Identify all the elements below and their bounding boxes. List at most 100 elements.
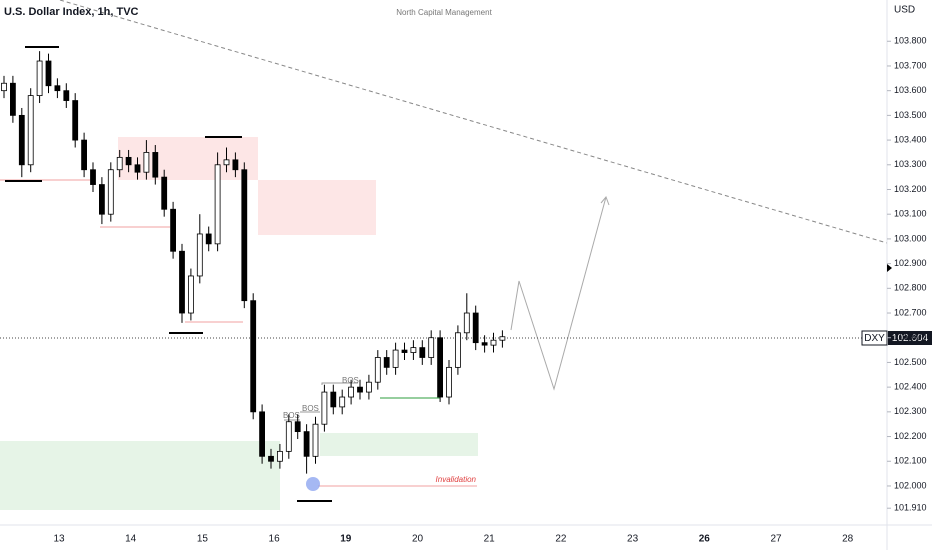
candle-body: [348, 386, 355, 398]
y-tick-label: 102.400: [894, 382, 927, 392]
x-tick-label: 13: [53, 534, 65, 545]
candle-body: [81, 139, 87, 171]
x-tick-label: 14: [125, 534, 137, 545]
y-tick-label: 103.100: [894, 209, 927, 219]
x-tick-label: 20: [412, 534, 424, 545]
candle-body: [472, 312, 479, 344]
y-tick-label: 103.300: [894, 159, 927, 169]
y-tick-label: 102.900: [894, 258, 927, 268]
supply-zone: [118, 137, 258, 180]
candle-body: [401, 349, 408, 353]
y-tick-label: 101.910: [894, 503, 927, 513]
candle-body: [268, 455, 274, 462]
y-tick-label: 102.000: [894, 480, 927, 490]
y-tick-label: 102.700: [894, 307, 927, 317]
candle-body: [72, 100, 79, 141]
candle-body: [276, 450, 283, 462]
candle-body: [143, 152, 150, 173]
candle-body: [259, 411, 266, 457]
candle-body: [196, 233, 203, 277]
supply-zone: [258, 180, 376, 235]
y-tick-label: 102.200: [894, 431, 927, 441]
candle-body: [152, 152, 159, 178]
y-tick-label: 103.700: [894, 60, 927, 70]
candle-body: [205, 233, 212, 245]
symbol-label: DXY: [864, 333, 885, 344]
candle-body: [490, 339, 497, 346]
candle-body: [392, 349, 399, 368]
candle-body: [312, 423, 319, 457]
candle-body: [463, 312, 470, 334]
candle-body: [90, 169, 96, 185]
bos-label: BOS: [342, 376, 359, 385]
x-tick-label: 15: [197, 534, 209, 545]
candle-body: [107, 169, 114, 215]
y-tick-label: 103.400: [894, 134, 927, 144]
candle-body: [241, 169, 248, 302]
candle-body: [36, 60, 43, 97]
projection: [510, 196, 607, 391]
candle-body: [1, 82, 7, 92]
price-box: [888, 331, 932, 345]
candle-body: [125, 156, 132, 166]
y-tick-label: 102.600: [894, 332, 927, 342]
invalidation-label: Invalidation: [436, 475, 477, 484]
y-tick-label: 103.800: [894, 36, 927, 46]
candle-body: [18, 114, 25, 166]
candle-body: [365, 381, 372, 393]
candle-body: [170, 208, 177, 252]
candle-body: [54, 85, 61, 92]
candle-body: [179, 250, 185, 314]
candle-body: [27, 95, 34, 166]
y-tick-label: 103.000: [894, 233, 927, 243]
y-tick-label: 102.500: [894, 357, 927, 367]
candle-body: [9, 82, 16, 116]
candle-body: [481, 342, 488, 346]
candle-body: [454, 332, 461, 368]
candle-body: [63, 90, 70, 101]
candle-body: [214, 164, 221, 245]
y-tick-label: 103.600: [894, 85, 927, 95]
demand-zone: [320, 433, 478, 456]
bos-label: BOS: [283, 411, 300, 420]
candle-body: [357, 386, 363, 393]
last-price-label: 102.604: [892, 333, 929, 344]
candle-body: [285, 421, 292, 452]
candle-body: [294, 421, 301, 433]
plot: [1, 51, 506, 474]
candle-body: [303, 431, 310, 457]
x-tick-label: 22: [555, 534, 567, 545]
candle-body: [499, 336, 506, 341]
y-tick-label: 102.300: [894, 406, 927, 416]
bos-label: BOS: [302, 404, 319, 413]
x-tick-label: 16: [269, 534, 281, 545]
x-tick-label: 28: [842, 534, 854, 545]
candle-body: [223, 159, 230, 166]
currency: USD: [894, 5, 915, 16]
candle-body: [419, 347, 426, 358]
demand-zone: [0, 441, 280, 510]
candle-body: [410, 347, 417, 353]
trend-line: [59, 0, 888, 244]
candle-body: [45, 60, 52, 87]
candle-body: [330, 391, 337, 408]
x-tick-label: 23: [627, 534, 639, 545]
candle-body: [116, 156, 123, 171]
y-tick-label: 102.100: [894, 456, 927, 466]
x-tick-label: 19: [340, 534, 352, 545]
candle-body: [437, 337, 444, 398]
candle-body: [134, 164, 141, 173]
swing-lines: [5, 46, 332, 502]
chart-title: U.S. Dollar Index, 1h, TVC: [4, 6, 139, 18]
candle-body: [187, 275, 194, 314]
candle-body: [374, 357, 381, 383]
x-tick-label: 21: [484, 534, 496, 545]
candle-body: [232, 159, 239, 171]
y-tick-label: 103.200: [894, 184, 927, 194]
x-tick-label: 27: [770, 534, 782, 545]
candle-body: [321, 391, 328, 425]
candle-body: [428, 337, 435, 358]
invalidation-point: [306, 477, 320, 491]
candle-body: [161, 176, 168, 210]
